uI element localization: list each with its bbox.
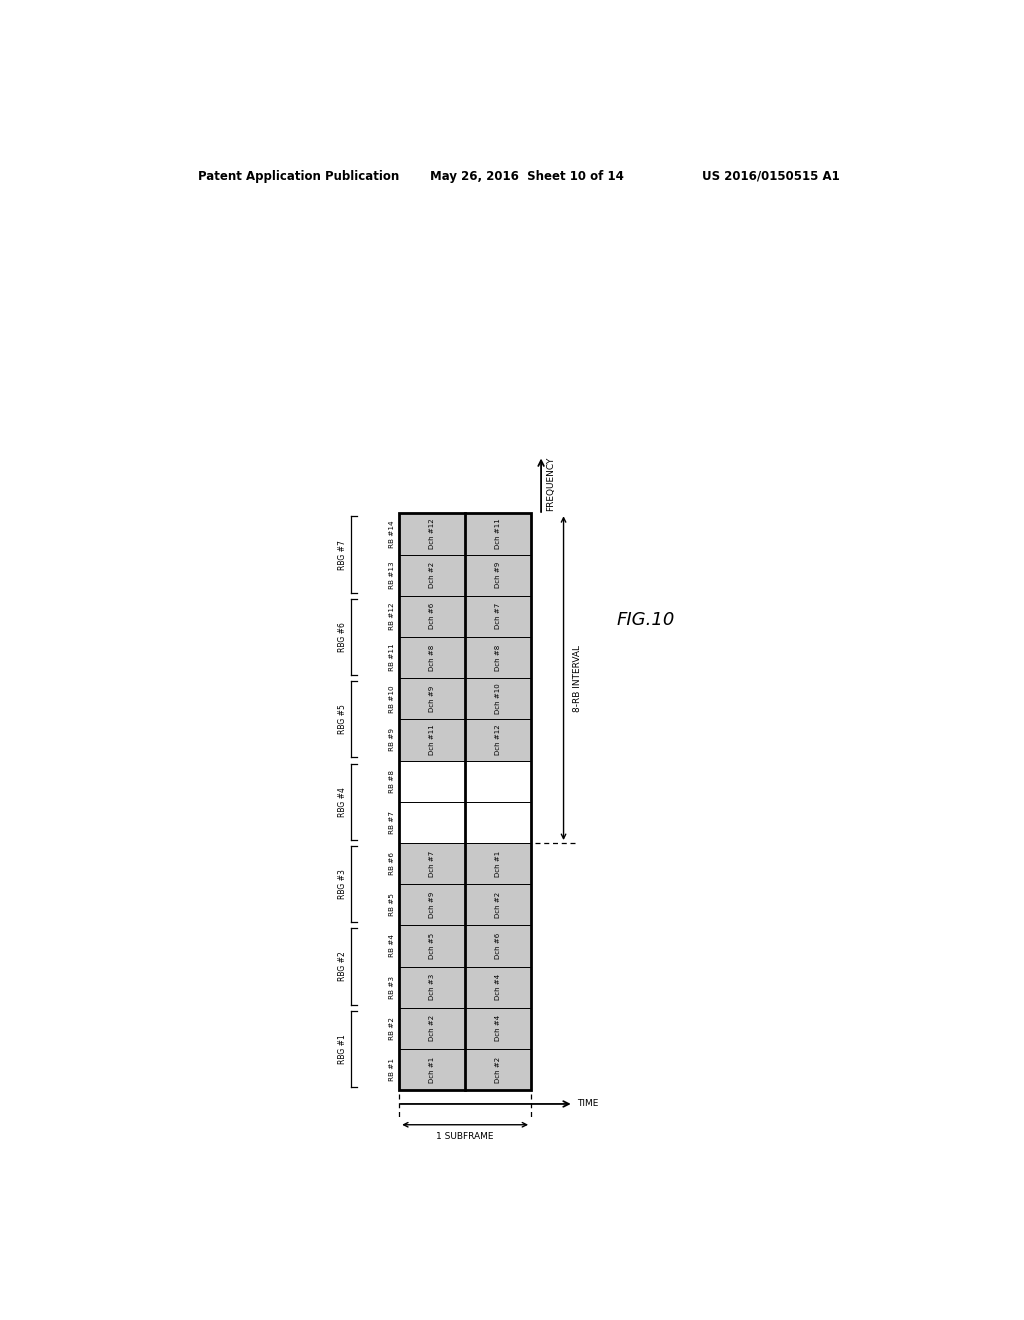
Bar <box>399 843 465 884</box>
Text: Dch #5: Dch #5 <box>429 933 435 958</box>
Bar <box>399 513 531 1090</box>
Text: RB #3: RB #3 <box>388 975 394 999</box>
Text: Dch #1: Dch #1 <box>495 850 501 876</box>
Text: RBG #4: RBG #4 <box>338 787 346 817</box>
Text: TIME: TIME <box>578 1100 599 1109</box>
Text: Dch #2: Dch #2 <box>495 892 501 917</box>
Text: RB #9: RB #9 <box>388 729 394 751</box>
Text: Dch #9: Dch #9 <box>429 891 435 917</box>
Bar <box>399 1049 465 1090</box>
Text: RBG #2: RBG #2 <box>338 952 346 981</box>
Text: RB #5: RB #5 <box>388 894 394 916</box>
Bar <box>465 595 531 638</box>
Text: Dch #2: Dch #2 <box>495 1056 501 1082</box>
Text: FREQUENCY: FREQUENCY <box>547 457 555 511</box>
Text: Dch #2: Dch #2 <box>429 1015 435 1041</box>
Text: RBG #3: RBG #3 <box>338 869 346 899</box>
Text: RB #8: RB #8 <box>388 770 394 792</box>
Text: Patent Application Publication: Patent Application Publication <box>198 170 399 183</box>
Text: Dch #12: Dch #12 <box>429 519 435 549</box>
Text: Dch #9: Dch #9 <box>495 562 501 589</box>
Text: RB #6: RB #6 <box>388 851 394 875</box>
Bar <box>399 966 465 1007</box>
Text: Dch #9: Dch #9 <box>429 685 435 711</box>
Bar <box>399 554 465 595</box>
Text: Dch #11: Dch #11 <box>429 725 435 755</box>
Text: Dch #8: Dch #8 <box>495 644 501 671</box>
Bar <box>465 554 531 595</box>
Text: 1 SUBFRAME: 1 SUBFRAME <box>436 1133 494 1142</box>
Text: Dch #6: Dch #6 <box>429 603 435 630</box>
Text: RBG #5: RBG #5 <box>338 705 346 734</box>
Text: RB #14: RB #14 <box>388 520 394 548</box>
Bar <box>465 760 531 801</box>
Bar <box>399 760 465 801</box>
Bar <box>465 1007 531 1049</box>
Text: Dch #1: Dch #1 <box>429 1056 435 1082</box>
Text: 8-RB INTERVAL: 8-RB INTERVAL <box>572 644 582 711</box>
Text: Dch #8: Dch #8 <box>429 644 435 671</box>
Bar <box>465 843 531 884</box>
Bar <box>465 719 531 760</box>
Bar <box>399 925 465 966</box>
Text: Dch #2: Dch #2 <box>429 562 435 589</box>
Text: FIG.10: FIG.10 <box>616 611 675 630</box>
Text: RBG #7: RBG #7 <box>338 540 346 569</box>
Bar <box>399 513 465 554</box>
Bar <box>399 884 465 925</box>
Text: Dch #4: Dch #4 <box>495 974 501 1001</box>
Bar <box>465 966 531 1007</box>
Text: RB #13: RB #13 <box>388 561 394 589</box>
Text: May 26, 2016  Sheet 10 of 14: May 26, 2016 Sheet 10 of 14 <box>430 170 624 183</box>
Bar <box>465 925 531 966</box>
Text: Dch #4: Dch #4 <box>495 1015 501 1041</box>
Text: RB #10: RB #10 <box>388 685 394 713</box>
Bar <box>465 678 531 719</box>
Text: Dch #3: Dch #3 <box>429 974 435 1001</box>
Bar <box>465 638 531 678</box>
Text: RB #4: RB #4 <box>388 935 394 957</box>
Bar <box>465 801 531 843</box>
Text: US 2016/0150515 A1: US 2016/0150515 A1 <box>701 170 840 183</box>
Bar <box>399 678 465 719</box>
Bar <box>399 595 465 638</box>
Text: RBG #1: RBG #1 <box>338 1034 346 1064</box>
Bar <box>465 513 531 554</box>
Text: Dch #7: Dch #7 <box>429 850 435 876</box>
Bar <box>465 1049 531 1090</box>
Text: RBG #6: RBG #6 <box>338 622 346 652</box>
Bar <box>399 1007 465 1049</box>
Text: Dch #7: Dch #7 <box>495 603 501 630</box>
Text: Dch #10: Dch #10 <box>495 684 501 714</box>
Bar <box>399 801 465 843</box>
Bar <box>399 638 465 678</box>
Text: RB #11: RB #11 <box>388 644 394 672</box>
Text: Dch #6: Dch #6 <box>495 933 501 960</box>
Text: RB #12: RB #12 <box>388 602 394 630</box>
Text: RB #7: RB #7 <box>388 810 394 834</box>
Bar <box>399 719 465 760</box>
Text: Dch #12: Dch #12 <box>495 725 501 755</box>
Text: Dch #11: Dch #11 <box>495 519 501 549</box>
Text: RB #2: RB #2 <box>388 1016 394 1040</box>
Bar <box>465 884 531 925</box>
Text: RB #1: RB #1 <box>388 1059 394 1081</box>
